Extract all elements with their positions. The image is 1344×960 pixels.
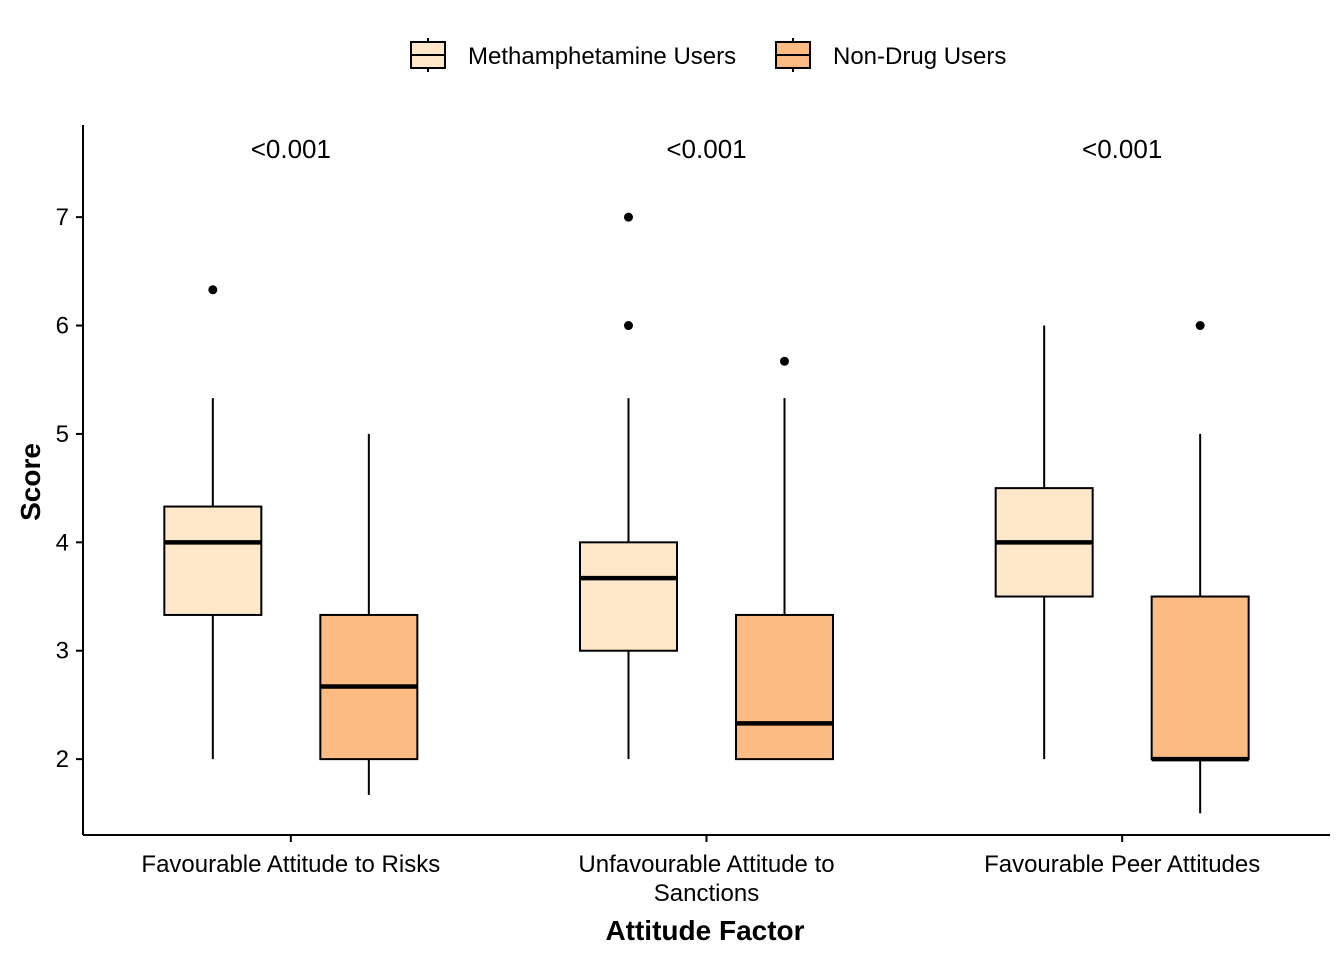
p-value-label: <0.001	[251, 134, 331, 164]
x-tick-label: Unfavourable Attitude to	[578, 851, 834, 878]
x-tick-label: Favourable Attitude to Risks	[141, 851, 440, 878]
x-axis-title: Attitude Factor	[605, 915, 804, 946]
y-tick-label: 7	[56, 204, 69, 231]
outlier-point	[1195, 321, 1205, 331]
x-tick-label: Favourable Peer Attitudes	[984, 851, 1260, 878]
outlier-point	[624, 212, 633, 222]
p-value-label: <0.001	[666, 134, 746, 164]
p-value-label: <0.001	[1082, 134, 1162, 164]
y-tick-label: 2	[56, 746, 69, 773]
outlier-point	[624, 321, 633, 331]
outlier-point	[780, 356, 789, 366]
box	[579, 541, 678, 652]
x-tick-label: Sanctions	[654, 880, 759, 907]
box	[735, 613, 834, 761]
y-tick-label: 6	[56, 313, 69, 340]
legend-label: Methamphetamine Users	[468, 43, 736, 70]
y-axis-title: Score	[15, 443, 46, 521]
y-tick-label: 3	[56, 638, 69, 665]
legend-label: Non-Drug Users	[833, 43, 1006, 70]
box	[163, 505, 263, 616]
box	[1150, 595, 1250, 761]
y-tick-label: 5	[56, 421, 69, 448]
outlier-point	[208, 285, 218, 295]
y-tick-label: 4	[56, 529, 69, 556]
